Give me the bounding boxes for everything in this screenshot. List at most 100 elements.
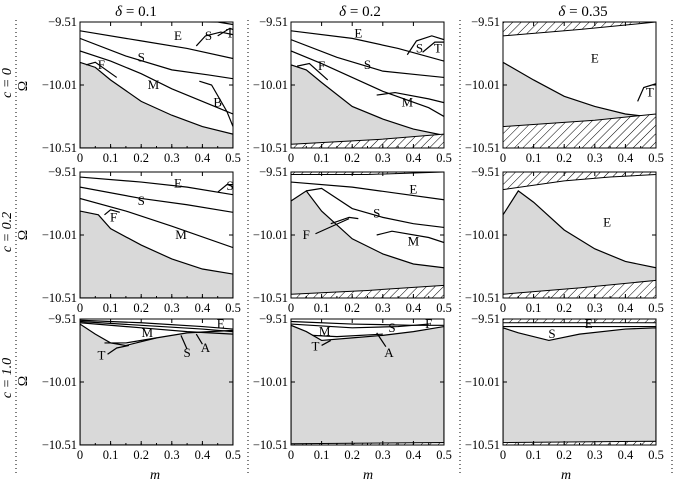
boundary-curve-0 [291,181,444,201]
x-tick-label: 0.2 [344,448,360,462]
y-tick-label: −10.01 [253,375,288,389]
x-tick-label: 0.2 [556,151,572,165]
region-label-T: T [226,25,234,40]
region-label-M: M [142,325,154,340]
region-label-S: S [548,326,555,341]
ylabel-2: Ω [16,376,31,386]
gray-region [80,210,233,298]
gray-region [291,324,444,445]
hatched-bottom [503,113,656,148]
region-label-S: S [373,206,380,221]
x-tick-label: 0.4 [195,448,211,462]
x-tick-label: 0.1 [314,151,330,165]
boundary-curve-4 [180,335,188,350]
x-tick-label: 0.2 [133,301,149,315]
y-tick-label: −9.51 [471,165,500,179]
gray-region [503,327,656,445]
region-label-S: S [138,49,145,64]
y-tick-label: −10.51 [465,291,500,305]
region-label-E: E [217,316,225,331]
y-tick-label: −10.51 [42,141,77,155]
gray-region [291,190,444,298]
region-label-E: E [174,175,182,190]
boundary-curve-1 [306,187,444,229]
boundary-curve-4 [195,31,233,47]
col-title-2: δ = 0.35 [558,4,607,20]
panel-content: E [503,172,656,298]
row-label-1: c = 0.2 [0,212,15,252]
y-tick-label: −9.51 [48,312,77,326]
x-tick-label: 0.3 [164,448,180,462]
panel-content: ESS TFM [291,22,444,148]
x-tick-label: 0.3 [587,301,603,315]
y-tick-label: −10.51 [465,438,500,452]
hatched-bottom [291,284,444,298]
x-tick-label: 0.1 [103,301,119,315]
region-label-E: E [409,182,417,197]
y-tick-label: −10.01 [465,78,500,92]
y-tick-label: −10.51 [253,291,288,305]
boundary-curve-3 [330,216,359,225]
x-tick-label: 0.1 [526,151,542,165]
x-tick-label: 0.5 [648,151,664,165]
region-label-M: M [408,233,420,248]
region-label-F: F [110,209,117,224]
x-tick-label: 0.3 [375,448,391,462]
x-tick-label: 0.4 [618,151,634,165]
boundary-curve-2 [80,322,233,335]
x-tick-label: 0.2 [133,448,149,462]
boundary-curve-1 [80,320,233,333]
region-label-T: T [646,85,654,100]
y-tick-label: −10.51 [465,141,500,155]
region-label-S: S [183,345,190,360]
panel-2-1: F S MT A 0 0.1 0.2 0.3 0.4 0.5 −9.51 −10.01 −10.51 [253,312,452,462]
boundary-curve-1 [291,323,429,329]
gray-region [291,64,444,148]
xlabel-1: m [363,468,373,483]
panel-content: E M S A T [80,316,233,445]
hatched-top [503,172,656,191]
region-label-T: T [97,348,105,363]
boundary-curve-2 [80,197,233,249]
boundary-curve-4 [406,35,444,56]
x-tick-label: 0.1 [314,448,330,462]
boundary-curve-2 [376,230,444,244]
boundary-curve-3 [85,61,118,78]
boundary-curve-6 [199,80,233,127]
boundary-curve-3 [104,337,157,344]
y-tick-label: −10.51 [253,141,288,155]
panel-1-2: E 0 0.1 0.2 0.3 0.4 0.5 −9.51 −10.01 −10.51 [465,165,664,315]
col-title-0: δ = 0.1 [115,4,157,20]
x-tick-label: 0.3 [164,301,180,315]
x-tick-label: 0.4 [618,301,634,315]
x-tick-label: 0.1 [526,301,542,315]
region-label-M: M [175,227,187,242]
y-tick-label: −9.51 [471,312,500,326]
x-tick-label: 0.4 [618,448,634,462]
x-tick-label: 0.5 [436,151,452,165]
y-tick-label: −10.51 [42,291,77,305]
boundary-curve-0 [291,30,444,62]
boundary-curve-1 [80,37,233,80]
boundary-curve-4 [217,184,233,193]
region-label-T: T [434,40,442,55]
x-tick-label: 0 [288,301,294,315]
x-tick-label: 0.1 [103,151,119,165]
region-label-F: F [318,58,325,73]
y-tick-label: −10.01 [465,228,500,242]
x-tick-label: 0.5 [648,301,664,315]
region-label-E: E [354,25,362,40]
x-tick-label: 0 [77,301,83,315]
hatched-top [291,172,444,176]
x-tick-label: 0 [77,448,83,462]
x-tick-label: 0.5 [225,448,241,462]
x-tick-label: 0.2 [344,301,360,315]
boundary-curve-1 [80,186,233,213]
x-tick-label: 0 [288,448,294,462]
x-tick-label: 0.5 [225,301,241,315]
region-label-M: M [401,95,413,110]
y-tick-label: −10.01 [465,375,500,389]
